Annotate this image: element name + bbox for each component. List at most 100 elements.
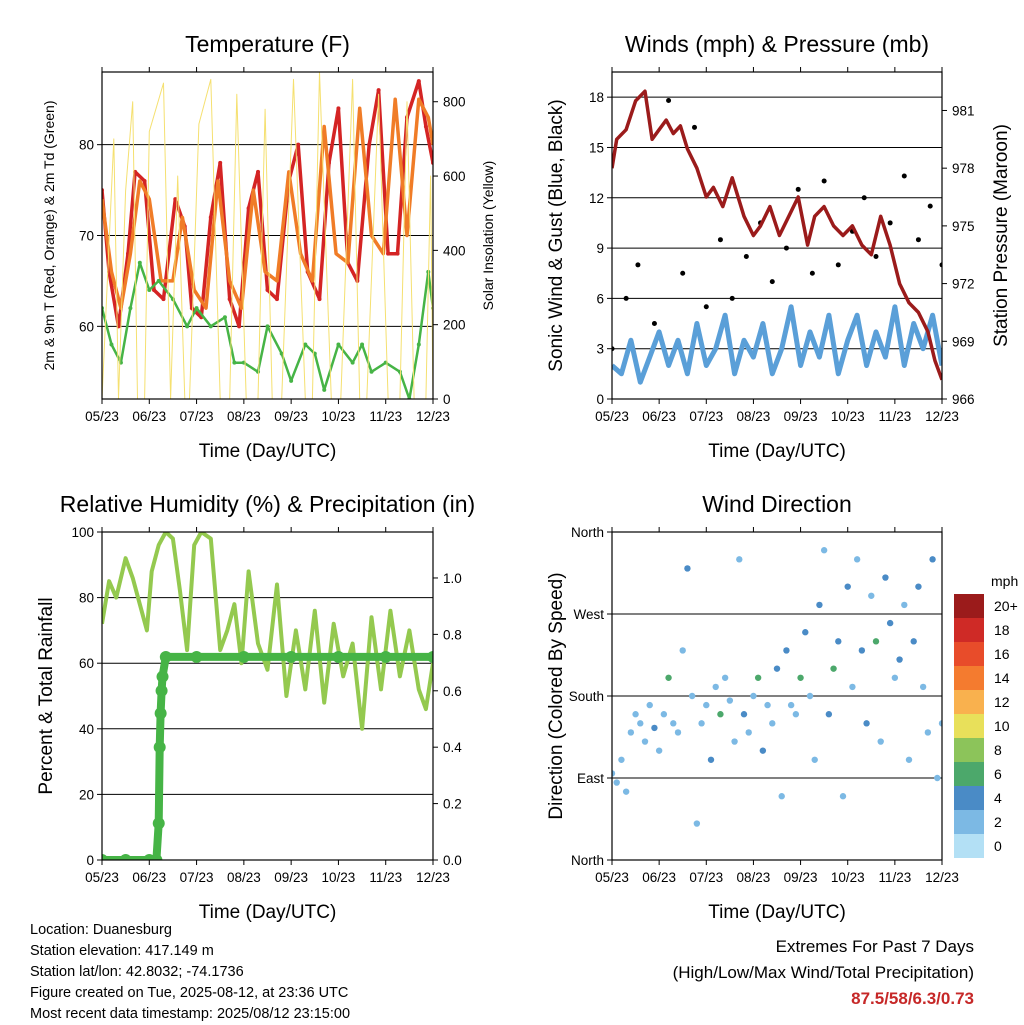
y-tick-label: 6	[596, 291, 604, 306]
direction-point	[877, 738, 884, 745]
x-tick-label: 11/23	[878, 870, 911, 885]
direction-point	[797, 674, 804, 681]
direction-point	[632, 711, 639, 718]
y-tick-label: 18	[589, 90, 604, 105]
direction-point	[835, 638, 842, 645]
series-point-2m-t	[189, 306, 194, 311]
y-tick-label: 80	[79, 591, 94, 606]
series-point-2m-td	[416, 342, 421, 347]
series-point-gust	[901, 173, 907, 179]
colorbar-swatch	[954, 666, 984, 690]
x-tick-label: 05/23	[85, 409, 119, 424]
direction-point	[919, 683, 927, 691]
direction-point	[674, 729, 682, 736]
y-tick-label: North	[571, 853, 604, 868]
series-point-gust	[795, 186, 801, 192]
direction-point	[811, 756, 818, 763]
x-tick-label: 08/23	[737, 409, 771, 424]
y2-tick-label: 400	[443, 243, 466, 258]
y-axis-label: Percent & Total Rainfall	[36, 597, 57, 794]
series-point-gust	[821, 178, 827, 184]
x-tick-label: 12/23	[416, 870, 450, 885]
direction-point	[938, 720, 942, 727]
series-point-2m-t	[152, 288, 157, 292]
series-point-2m-t	[237, 324, 242, 329]
direction-point	[660, 711, 668, 718]
colorbar-swatch	[954, 690, 984, 714]
direction-point	[712, 683, 719, 691]
colorbar-label: 8	[994, 742, 1002, 758]
direction-point	[929, 556, 936, 563]
colorbar-swatch	[954, 642, 984, 666]
series-point-gust	[635, 262, 641, 268]
series-point-2m-t	[296, 142, 301, 147]
direction-point	[670, 720, 677, 727]
direction-point	[665, 674, 672, 681]
y2-tick-label: 200	[443, 318, 466, 333]
direction-point	[891, 674, 899, 681]
colorbar-swatch	[954, 738, 984, 762]
x-tick-label: 07/23	[689, 870, 723, 885]
colorbar-swatch	[954, 810, 984, 834]
plot-frame	[611, 71, 943, 400]
y-tick-label: 0	[596, 392, 604, 407]
x-tick-label: 09/23	[274, 409, 308, 424]
x-axis-label: Time (Day/UTC)	[708, 441, 846, 462]
direction-point	[641, 738, 649, 745]
direction-point	[693, 820, 701, 827]
series-point-2m-t	[265, 288, 270, 292]
y-tick-label: 20	[79, 787, 94, 802]
colorbar-label: 10	[994, 718, 1010, 734]
series-point-gust	[666, 98, 672, 104]
elevation-text: Station elevation: 417.149 m	[30, 943, 214, 959]
winds-pressure-panel: Winds (mph) & Pressure (mb) 0 3 6 9 12 15 18 966…	[546, 31, 1012, 462]
direction-point	[792, 711, 800, 718]
plot-area	[612, 547, 942, 827]
y-tick-label: 70	[79, 229, 94, 244]
x-tick-label: 08/23	[737, 870, 771, 885]
series-point-2m-td	[194, 306, 199, 311]
series-point-2m-t	[227, 297, 232, 302]
direction-point	[679, 647, 686, 654]
colorbar-swatch	[954, 594, 984, 618]
latlon-text: Station lat/lon: 42.8032; -74.1736	[30, 964, 244, 980]
y-tick-label: 100	[71, 525, 94, 540]
direction-point	[618, 756, 625, 763]
series-line-sonic-wind	[612, 304, 942, 385]
y2-tick-label: 600	[443, 169, 466, 184]
colorbar-swatch	[954, 762, 984, 786]
series-point-gust	[861, 195, 867, 201]
colorbar-swatch	[954, 834, 984, 858]
y2-axis-label: Station Pressure (Maroon)	[991, 124, 1012, 347]
y2-axis-label: Solar Insolation (Yellow)	[480, 161, 496, 311]
colorbar-swatch	[954, 786, 984, 810]
y2-tick-label: 0.4	[443, 740, 462, 755]
direction-point	[783, 647, 790, 654]
series-point-2m-t	[246, 206, 251, 211]
created-text: Figure created on Tue, 2025-08-12, at 23…	[30, 985, 349, 1001]
x-tick-label: 11/23	[878, 409, 911, 424]
series-point-gust	[835, 262, 841, 268]
plot-area	[102, 72, 433, 399]
x-tick-label: 05/23	[595, 870, 629, 885]
x-tick-label: 06/23	[132, 409, 166, 424]
x-tick-label: 10/23	[322, 870, 356, 885]
y2-tick-label: 0	[443, 392, 451, 407]
y-tick-label: 9	[596, 241, 604, 256]
direction-point	[622, 788, 630, 795]
y-axis-label: Sonic Wind & Gust (Blue, Black)	[546, 99, 567, 371]
series-point-2m-td	[322, 387, 327, 392]
series-point-2m-td	[256, 369, 261, 374]
colorbar-label: 0	[994, 838, 1002, 854]
chart-title: Temperature (F)	[185, 31, 350, 57]
series-point-gust	[717, 237, 723, 243]
direction-point	[787, 701, 795, 709]
series-point-2m-t	[376, 88, 381, 93]
y-axis-label: 2m & 9m T (Red, Orange) & 2m Td (Green)	[41, 101, 57, 371]
timestamp-text: Most recent data timestamp: 2025/08/12 2…	[30, 1006, 351, 1022]
series-point-2m-t	[142, 179, 147, 183]
direction-point	[863, 720, 870, 727]
x-axis-label: Time (Day/UTC)	[199, 902, 337, 923]
series-point-gust	[809, 270, 815, 276]
series-point-2m-td	[303, 342, 308, 347]
